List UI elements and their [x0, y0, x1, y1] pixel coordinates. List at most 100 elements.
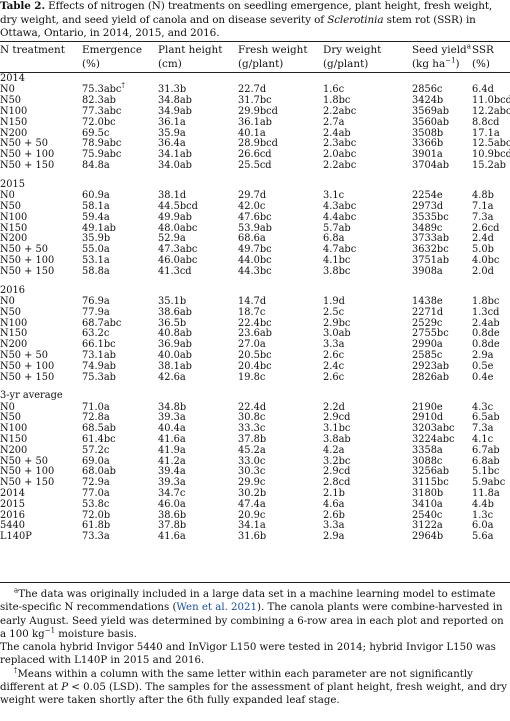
- table-cell: 0.4e: [472, 371, 494, 383]
- table-cell: 77.9a: [82, 306, 110, 318]
- table-cell: 2.6c: [323, 371, 345, 383]
- table-cell: 35.1b: [158, 295, 187, 307]
- table-cell: 68.5ab: [82, 423, 116, 435]
- table-cell: 5.9abc: [472, 477, 506, 489]
- table-cell: 82.3ab: [82, 95, 116, 107]
- table-cell: 28.9bcd: [238, 138, 278, 150]
- table-cell: N0: [0, 295, 15, 307]
- table-cell: 2.9bc: [323, 317, 351, 329]
- table-cell: 44.3bc: [238, 265, 272, 277]
- table-cell: 84.8a: [82, 159, 110, 171]
- table-cell: 26.6cd: [238, 149, 272, 161]
- table-cell: N50: [0, 306, 22, 318]
- table-cell: 3366b: [412, 138, 444, 150]
- table-cell: 53.1a: [82, 254, 110, 266]
- table-cell: 2923ab: [412, 360, 450, 372]
- table-cell: 30.2b: [238, 488, 267, 500]
- table-cell: 6.5ab: [472, 412, 500, 424]
- header-rule: [0, 72, 510, 73]
- section-title: 3-yr average: [0, 390, 510, 402]
- table-cell: 44.0bc: [238, 254, 272, 266]
- table-cell: N200: [0, 127, 28, 139]
- section-title-text: 3-yr average: [0, 390, 63, 402]
- table-row: N0 75.3abc† 31.3b 22.7d 1.6c 2856c 6.4d: [0, 82, 510, 96]
- table-footnotes: aThe data was originally included in a l…: [0, 587, 508, 708]
- table-cell: 75.3abc†: [82, 82, 125, 96]
- table-row: N50 + 50 78.9abc 36.4a 28.9bcd 2.3abc 3366b 12…: [0, 139, 510, 150]
- table-cell: 5.1bc: [472, 466, 500, 478]
- table-cell: 0.5e: [472, 360, 494, 372]
- table-cell: 37.8b: [238, 434, 267, 446]
- table-cell: 2.2abc: [323, 159, 357, 171]
- table-cell: L140P: [0, 531, 32, 543]
- table-cell: 57.2c: [82, 444, 110, 456]
- table-cell: N100: [0, 317, 28, 329]
- table-cell: 19.8c: [238, 371, 266, 383]
- section-title-text: 2015: [0, 178, 25, 190]
- table-cell: 2585c: [412, 349, 443, 361]
- table-cell: 1.3c: [472, 509, 494, 521]
- section-title: 2014: [0, 73, 510, 85]
- table-cell: 69.5c: [82, 127, 110, 139]
- table-cell: 4.6a: [323, 498, 345, 510]
- table-cell: 3560ab: [412, 116, 450, 128]
- table-cell: 11.8a: [472, 488, 500, 500]
- table-cell: 2.6b: [323, 509, 345, 521]
- table-cell: 47.4a: [238, 498, 266, 510]
- table-cell: 15.2ab: [472, 159, 506, 171]
- header-fresh-weight: Fresh weight (g/plant): [238, 44, 308, 70]
- citation-link[interactable]: Wen et al. 2021: [176, 602, 257, 614]
- bottom-rule: [0, 582, 510, 583]
- table-row: N0 60.9a 38.1d 29.7d 3.1c 2254e 4.8b: [0, 190, 510, 202]
- table-cell: 6.8ab: [472, 455, 500, 467]
- table-cell: 3424b: [412, 95, 444, 107]
- table-cell: 40.8ab: [158, 328, 192, 340]
- table-cell: 44.5bcd: [158, 200, 198, 212]
- table-cell: 66.1bc: [82, 339, 116, 351]
- table-cell: 3180b: [412, 488, 444, 500]
- table-cell: 4.8b: [472, 190, 494, 202]
- table-cell: 46.0abc: [158, 254, 198, 266]
- table-cell: 42.0c: [238, 200, 266, 212]
- section-title-text: 2016: [0, 284, 25, 296]
- table-cell: 53.8c: [82, 498, 110, 510]
- table-cell: 2.9a: [323, 531, 345, 543]
- table-cell: 3569ab: [412, 105, 450, 117]
- table-cell: 72.0bc: [82, 116, 116, 128]
- table-cell: 2.9cd: [323, 466, 351, 478]
- table-row: N50 + 100 68.0ab 39.4a 30.3c 2.9cd 3256ab 5.1b…: [0, 467, 510, 478]
- table-cell: N200: [0, 339, 28, 351]
- table-label: Table 2.: [0, 0, 45, 12]
- table-cell: 2.4ab: [323, 127, 351, 139]
- table-row: N150 49.1ab 48.0abc 53.9ab 5.7ab 3489c 2.6cd: [0, 222, 510, 235]
- table-cell: 63.2c: [82, 328, 110, 340]
- table-cell: 3508b: [412, 127, 444, 139]
- table-cell: 4.3abc: [323, 200, 357, 212]
- table-cell: 47.3abc: [158, 244, 198, 256]
- table-row: N50 72.8a 39.3a 30.8c 2.9cd 2910d 6.5ab: [0, 413, 510, 424]
- table-cell: 53.9ab: [238, 222, 272, 234]
- table-cell: 5.7ab: [323, 222, 351, 234]
- table-row: N100 68.5ab 40.4a 33.3c 3.1bc 3203abc 7.3a: [0, 423, 510, 435]
- table-cell: 4.1c: [472, 434, 494, 446]
- table-cell: 6.8a: [323, 233, 345, 245]
- header-ssr: SSR (%): [472, 44, 494, 70]
- table-cell: 73.3a: [82, 531, 110, 543]
- table-cell: 36.4a: [158, 138, 186, 150]
- table-cell: 33.3c: [238, 423, 266, 435]
- section-gap: [0, 278, 510, 286]
- table-row: N200 69.5c 35.9a 40.1a 2.4ab 3508b 17.1a: [0, 127, 510, 140]
- table-cell: 0.8de: [472, 328, 500, 340]
- table-cell: 49.1ab: [82, 222, 116, 234]
- table-cell: 2990a: [412, 339, 443, 351]
- table-cell: 3.2bc: [323, 455, 351, 467]
- table-cell: 3489c: [412, 222, 443, 234]
- table-cell: N50 + 100: [0, 149, 55, 161]
- table-cell: 76.9a: [82, 295, 110, 307]
- table-cell: 11.0bcd: [472, 95, 510, 107]
- table-row: N150 61.4bc 41.6a 37.8b 3.8ab 3224abc 4.1c: [0, 434, 510, 446]
- table-cell: N50 + 50: [0, 455, 48, 467]
- table-cell: 20.4bc: [238, 360, 272, 372]
- table-cell: 49.7bc: [238, 244, 272, 256]
